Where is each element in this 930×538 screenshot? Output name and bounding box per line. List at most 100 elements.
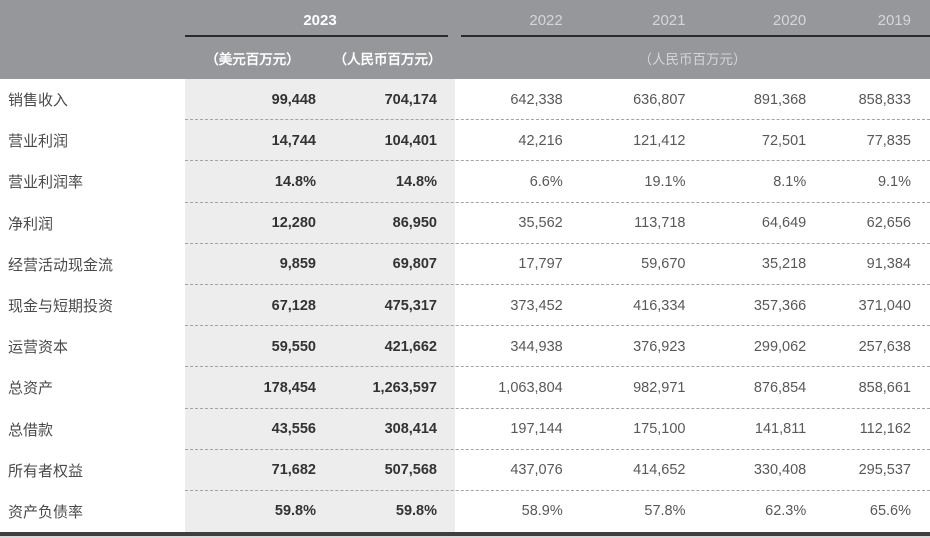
- value-2019: 858,661: [858, 379, 911, 396]
- value-2022: 197,144: [510, 421, 563, 438]
- column-header-2021: 2021: [652, 12, 686, 29]
- value-2023-usd: 59.8%: [185, 490, 320, 533]
- value-2023-rmb: 69,807: [320, 243, 455, 285]
- value-2022: 373,452: [510, 297, 563, 314]
- row-label: 运营资本: [8, 339, 69, 357]
- row-label: 所有者权益: [8, 462, 84, 480]
- value-2020: 891,368: [753, 91, 807, 108]
- value-2023-usd: 59,550: [185, 326, 320, 368]
- value-2021: 113,718: [634, 215, 686, 232]
- table-row: 现金与短期投资 67,128 475,317 373,452 416,334 3…: [0, 284, 930, 327]
- value-2022: 437,076: [510, 462, 563, 479]
- column-header-2022: 2022: [529, 12, 563, 29]
- value-2023-usd: 178,454: [185, 367, 320, 409]
- table-row: 资产负债率 59.8% 59.8% 58.9% 57.8% 62.3% 65.6…: [0, 490, 930, 533]
- table-row: 经营活动现金流 9,859 69,807 17,797 59,670 35,21…: [0, 243, 930, 286]
- column-header-2020: 2020: [772, 12, 807, 29]
- value-2022: 42,216: [518, 132, 563, 149]
- value-2021: 19.1%: [644, 173, 686, 190]
- table-row: 营业利润率 14.8% 14.8% 6.6% 19.1% 8.1% 9.1%: [0, 161, 930, 203]
- value-2023-rmb: 704,174: [320, 79, 455, 121]
- value-2021: 57.8%: [644, 503, 686, 520]
- value-2019: 257,638: [858, 338, 911, 355]
- value-2023-rmb: 421,662: [320, 326, 455, 368]
- value-2020: 141,811: [754, 421, 807, 438]
- value-2020: 299,062: [753, 338, 807, 355]
- value-2021: 414,652: [633, 462, 686, 479]
- table-row: 净利润 12,280 86,950 35,562 113,718 64,649 …: [0, 202, 930, 244]
- value-2020: 64,649: [761, 215, 807, 232]
- row-label: 总资产: [8, 380, 54, 398]
- table-row: 总借款 43,556 308,414 197,144 175,100 141,8…: [0, 408, 930, 450]
- value-2022: 35,562: [518, 215, 563, 232]
- value-2020: 357,366: [753, 297, 807, 314]
- value-2023-rmb: 86,950: [320, 202, 455, 244]
- value-2023-rmb: 59.8%: [320, 490, 455, 533]
- year-header-row: 2023 2022 2021 2020 2019: [0, 7, 930, 34]
- row-label: 现金与短期投资: [8, 298, 114, 316]
- unit-spacer: [0, 37, 185, 79]
- value-2023-rmb: 308,414: [320, 408, 455, 450]
- table-row: 总资产 178,454 1,263,597 1,063,804 982,971 …: [0, 367, 930, 409]
- value-2021: 636,807: [633, 91, 686, 108]
- table-header: 2023 2022 2021 2020 2019 （美元百万元） （人民币百万元…: [0, 0, 930, 79]
- value-2019: 65.6%: [869, 503, 911, 520]
- value-2020: 72,501: [761, 132, 807, 149]
- value-2023-usd: 12,280: [185, 202, 320, 244]
- table-row: 运营资本 59,550 421,662 344,938 376,923 299,…: [0, 326, 930, 368]
- value-2023-rmb: 475,317: [320, 284, 455, 327]
- value-2023-usd: 9,859: [185, 243, 320, 285]
- value-2023-usd: 99,448: [185, 79, 320, 121]
- row-label: 经营活动现金流: [8, 256, 114, 274]
- value-2022: 1,063,804: [498, 379, 563, 396]
- value-2021: 416,334: [633, 297, 686, 314]
- value-2019: 77,835: [866, 132, 911, 149]
- column-header-2019: 2019: [877, 12, 911, 29]
- table-row: 营业利润 14,744 104,401 42,216 121,412 72,50…: [0, 120, 930, 162]
- value-2023-usd: 14.8%: [185, 161, 320, 203]
- value-2021: 121,412: [633, 132, 686, 149]
- row-label: 营业利润率: [8, 174, 84, 192]
- value-2019: 91,384: [866, 256, 911, 273]
- unit-header-row: （美元百万元） （人民币百万元） （人民币百万元）: [0, 37, 930, 79]
- table-body: 销售收入 99,448 704,174 642,338 636,807 891,…: [0, 79, 930, 533]
- value-2023-rmb: 507,568: [320, 449, 455, 491]
- value-2019: 858,833: [858, 91, 911, 108]
- row-label: 销售收入: [8, 92, 69, 110]
- value-2023-usd: 14,744: [185, 120, 320, 162]
- value-2022: 642,338: [510, 91, 563, 108]
- value-2020: 876,854: [753, 379, 807, 396]
- value-2019: 371,040: [858, 297, 911, 314]
- row-label: 总借款: [8, 421, 54, 439]
- row-label: 资产负债率: [8, 503, 84, 521]
- unit-label-prior-rmb: （人民币百万元）: [638, 52, 747, 67]
- value-2023-rmb: 1,263,597: [320, 367, 455, 409]
- value-2021: 175,100: [633, 421, 686, 438]
- value-2022: 6.6%: [529, 173, 563, 190]
- value-2022: 17,797: [518, 256, 563, 273]
- value-2022: 58.9%: [521, 503, 563, 520]
- value-2023-rmb: 104,401: [320, 120, 455, 162]
- value-2020: 62.3%: [765, 503, 807, 520]
- header-rule-row: [0, 35, 930, 37]
- value-2023-usd: 67,128: [185, 284, 320, 327]
- value-2020: 8.1%: [773, 173, 807, 190]
- table-row: 销售收入 99,448 704,174 642,338 636,807 891,…: [0, 79, 930, 121]
- value-2019: 62,656: [866, 215, 911, 232]
- page-bottom-edge: [0, 536, 930, 538]
- value-2021: 59,670: [641, 256, 686, 273]
- value-2021: 982,971: [633, 379, 686, 396]
- value-2019: 9.1%: [877, 173, 911, 190]
- value-2020: 330,408: [753, 462, 807, 479]
- value-2023-rmb: 14.8%: [320, 161, 455, 203]
- row-label: 净利润: [8, 215, 54, 233]
- column-header-2023: 2023: [303, 12, 337, 29]
- header-underline-2023: [185, 35, 448, 37]
- header-underline-prior-years: [461, 35, 930, 37]
- row-label: 营业利润: [8, 133, 69, 151]
- unit-label-rmb: （人民币百万元）: [333, 52, 442, 67]
- value-2019: 295,537: [858, 462, 911, 479]
- table-bottom-rule: [0, 532, 930, 536]
- value-2022: 344,938: [510, 338, 563, 355]
